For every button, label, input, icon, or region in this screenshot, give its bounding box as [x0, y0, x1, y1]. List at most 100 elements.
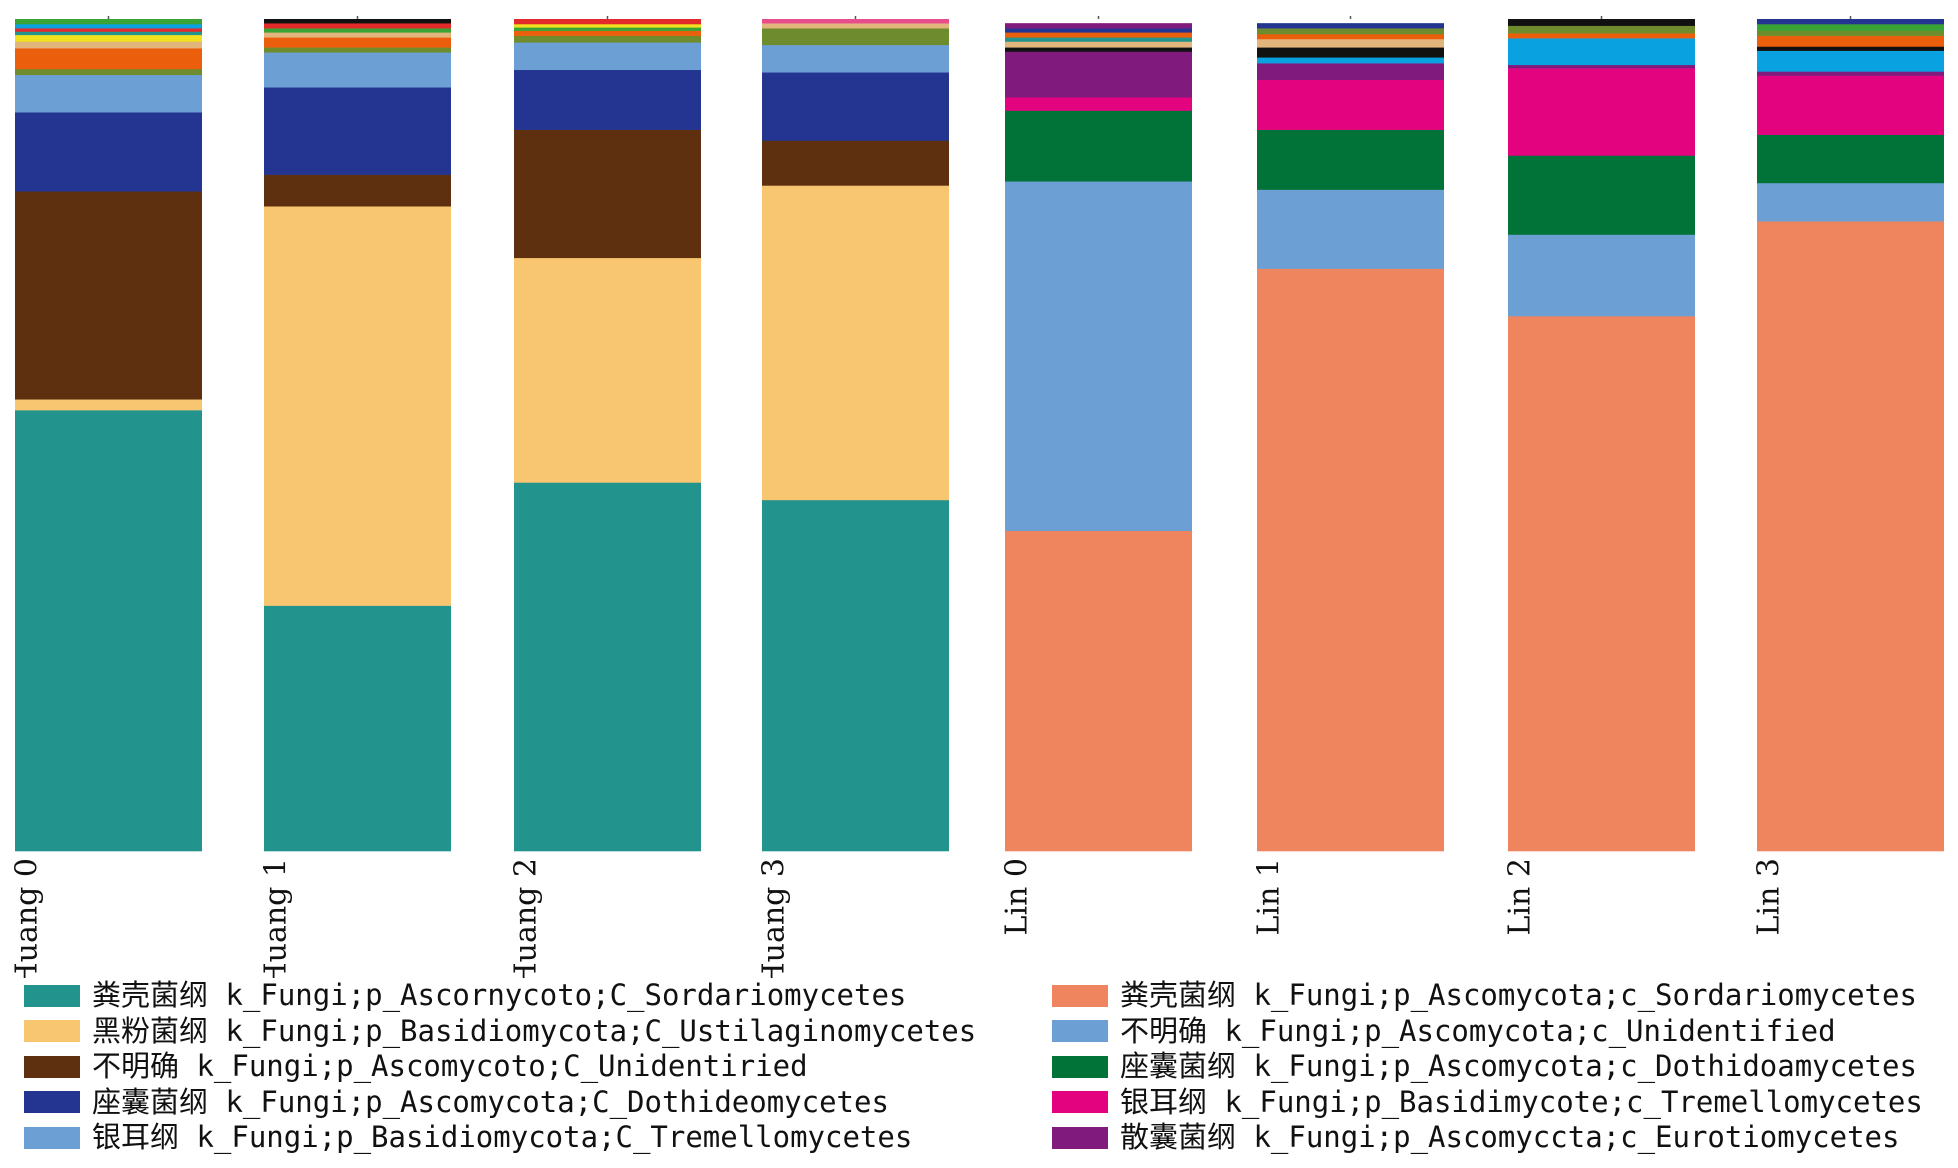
bar-segment-trem_h: [762, 44, 949, 73]
bar-segment-doth_h: [264, 87, 451, 175]
bar-segment-navy: [1757, 19, 1944, 25]
x-tick-label: Lin 3: [1752, 858, 1787, 935]
x-tick-label: Huang 1: [259, 858, 294, 978]
bar-segment-doth_l: [1757, 134, 1944, 184]
bar-segment-trem_l: [1005, 97, 1192, 111]
bar-segment-cyan: [1257, 57, 1444, 64]
bar-segment-trem_l: [1257, 79, 1444, 130]
bar-segment-teal: [1005, 37, 1192, 42]
bar-segment-ustil: [15, 399, 202, 411]
bar-segment-yellow: [15, 34, 202, 42]
legend-entry: 散囊菌纲 k_Fungi;p_Ascomyccta;c_Eurotiomycet…: [1052, 1120, 1923, 1156]
bar-segment-doth_l: [1005, 110, 1192, 182]
legend-right: 粪壳菌纲 k_Fungi;p_Ascomycota;c_Sordariomyce…: [1052, 978, 1923, 1156]
legend-label: 散囊菌纲 k_Fungi;p_Ascomyccta;c_Eurotiomycet…: [1120, 1120, 1900, 1154]
bar-segment-unid_l: [1005, 181, 1192, 531]
legend-swatch: [1052, 1126, 1108, 1149]
bar-segment-black: [1508, 19, 1695, 26]
bar-segment-green: [15, 19, 202, 25]
legend-entry: 不明确 k_Fungi;p_Ascomycota;c_Unidentified: [1052, 1014, 1923, 1050]
bar-segment-euro_l: [1005, 51, 1192, 98]
bar-segment-olive: [1257, 28, 1444, 35]
legend-label: 不明确 k_Fungi;p_Ascomycota;c_Unidentified: [1120, 1013, 1836, 1048]
bar-segment-red: [15, 28, 202, 32]
bar-segment-purple: [1005, 23, 1192, 29]
bar-segment-euro_l: [1757, 71, 1944, 76]
bar-segment-ustil: [264, 206, 451, 606]
bar-segment-yellow: [514, 23, 701, 28]
bar-segment-tan: [1005, 41, 1192, 48]
bar-segment-unid_h: [15, 191, 202, 400]
bar-segment-trem_h: [514, 42, 701, 71]
legend-entry: 座囊菌纲 k_Fungi;p_Ascomycota;c_Dothidoamyce…: [1052, 1049, 1923, 1085]
legend-entry: 座囊菌纲 k_Fungi;p_Ascomycota;C_Dothideomyce…: [24, 1085, 976, 1121]
x-tick-label: Huang 3: [757, 858, 792, 978]
bar-segment-sord_h: [15, 410, 202, 852]
bar-segment-navy: [1005, 28, 1192, 33]
bar-segment-ustil: [514, 257, 701, 483]
bar-segment-ustil: [762, 185, 949, 501]
x-tick-label: Lin 2: [1503, 858, 1538, 935]
bar-segment-euro_l: [1508, 64, 1695, 69]
bar-segment-black: [1257, 47, 1444, 58]
legend-entry: 粪壳菌纲 k_Fungi;p_Ascomycota;c_Sordariomyce…: [1052, 978, 1923, 1014]
bar-segment-unid_l: [1508, 234, 1695, 317]
legend-label: 黑粉菌纲 k_Fungi;p_Basidiomycota;C_Ustilagin…: [92, 1013, 977, 1048]
bar-segment-sord_l: [1757, 221, 1944, 852]
legend-swatch: [24, 1055, 80, 1078]
legend-entry: 不明确 k_Fungi;p_Ascomycoto;C_Unidentiried: [24, 1049, 976, 1085]
bar-huang-0: [15, 19, 202, 852]
bar-segment-cyan: [1757, 50, 1944, 72]
bar-segment-unid_l: [1757, 182, 1944, 222]
bar-segment-unid_h: [514, 129, 701, 259]
legend-entry: 银耳纲 k_Fungi;p_Basidiomycota;C_Tremellomy…: [24, 1120, 976, 1156]
bar-segment-trem_l: [1757, 75, 1944, 135]
bar-segment-orange: [514, 30, 701, 36]
bar-segment-olive: [514, 35, 701, 43]
bar-segment-unid_l: [1257, 189, 1444, 269]
bar-huang-3: [762, 19, 949, 852]
bar-segment-tan: [15, 41, 202, 49]
bar-segment-green: [1757, 23, 1944, 31]
legend-left: 粪壳菌纲 k_Fungi;p_Ascornycoto;C_Sordariomyc…: [24, 978, 976, 1156]
bar-segment-tan: [264, 32, 451, 38]
bar-segment-olive: [1508, 25, 1695, 34]
bar-segment-orange: [1757, 35, 1944, 47]
legend-label: 座囊菌纲 k_Fungi;p_Ascomycota;c_Dothidoamyce…: [1120, 1049, 1917, 1083]
bar-huang-2: [514, 19, 701, 852]
bar-segment-orange: [15, 48, 202, 70]
legend-swatch: [1052, 1020, 1108, 1043]
bar-segment-doth_l: [1508, 155, 1695, 235]
legend-swatch: [24, 1020, 80, 1043]
bar-segment-sord_h: [762, 499, 949, 852]
bar-segment-sord_h: [264, 605, 451, 852]
bar-segment-tan: [1257, 38, 1444, 48]
legend-label: 银耳纲 k_Fungi;p_Basidimycote;c_Tremellomyc…: [1120, 1084, 1923, 1119]
bar-segment-red: [264, 23, 451, 29]
bar-segment-orange: [1005, 32, 1192, 38]
bar-segment-doth_l: [1257, 129, 1444, 190]
bar-lin-3: [1757, 19, 1944, 852]
legend-swatch: [1052, 1091, 1108, 1114]
bar-segment-red: [514, 19, 701, 25]
bars-layer: [15, 16, 1944, 852]
bar-segment-black: [264, 19, 451, 24]
legend-swatch: [1052, 1055, 1108, 1078]
bar-segment-black: [1005, 47, 1192, 52]
bar-segment-sord_l: [1257, 268, 1444, 852]
bar-segment-olive: [762, 28, 949, 46]
bar-segment-unid_h: [762, 140, 949, 186]
bar-segment-tan: [762, 23, 949, 29]
bar-segment-orange: [1508, 33, 1695, 39]
bar-segment-black: [1757, 46, 1944, 51]
bar-segment-teal: [15, 31, 202, 36]
bar-segment-orange: [264, 37, 451, 48]
legend-entry: 粪壳菌纲 k_Fungi;p_Ascornycoto;C_Sordariomyc…: [24, 978, 976, 1014]
legend-label: 银耳纲 k_Fungi;p_Basidiomycota;C_Tremellomy…: [92, 1120, 913, 1154]
bar-lin-1: [1257, 23, 1444, 852]
legend-label: 座囊菌纲 k_Fungi;p_Ascomycota;C_Dothideomyce…: [92, 1084, 889, 1119]
legend-swatch: [1052, 984, 1108, 1007]
bar-segment-sord_l: [1508, 316, 1695, 852]
legend-label: 粪壳菌纲 k_Fungi;p_Ascornycoto;C_Sordariomyc…: [92, 978, 907, 1012]
legend-label: 不明确 k_Fungi;p_Ascomycoto;C_Unidentiried: [92, 1049, 808, 1083]
